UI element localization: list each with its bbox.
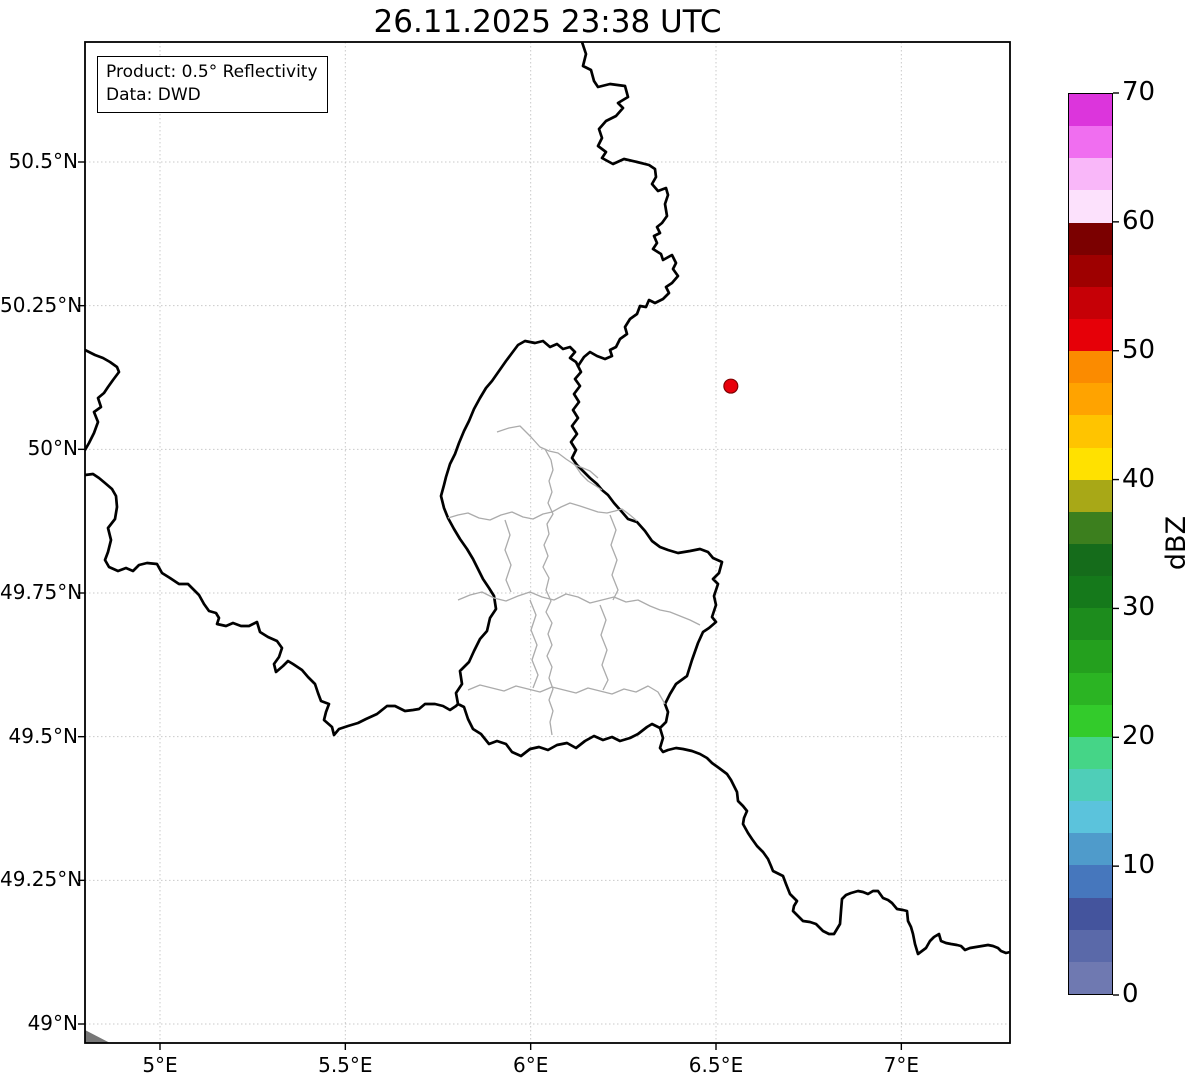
colorbar-segment bbox=[1069, 222, 1112, 255]
colorbar-segment bbox=[1069, 383, 1112, 416]
district-border-path bbox=[467, 684, 666, 705]
district-border-path bbox=[574, 464, 603, 491]
colorbar-segment bbox=[1069, 865, 1112, 898]
colorbar-segment bbox=[1069, 286, 1112, 320]
country-border-path bbox=[85, 472, 460, 737]
colorbar-segment bbox=[1069, 319, 1112, 352]
colorbar-segment bbox=[1069, 833, 1112, 866]
colorbar-segment bbox=[1069, 511, 1112, 545]
colorbar-segment bbox=[1069, 351, 1112, 384]
district-border-path bbox=[504, 519, 512, 593]
district-border-path bbox=[599, 604, 609, 691]
colorbar-segment bbox=[1069, 479, 1112, 512]
product-label: Product: 0.5° Reflectivity bbox=[106, 62, 318, 82]
colorbar-segment bbox=[1069, 158, 1112, 191]
colorbar-segment bbox=[1069, 576, 1112, 609]
colorbar-segment bbox=[1069, 126, 1112, 159]
data-source-label: Data: DWD bbox=[106, 85, 201, 105]
colorbar-segment bbox=[1069, 608, 1112, 641]
colorbar-segment bbox=[1069, 929, 1112, 962]
colorbar-segment bbox=[1069, 544, 1112, 577]
district-border-path bbox=[609, 514, 619, 601]
radar-event-marker bbox=[723, 378, 739, 394]
colorbar-segment bbox=[1069, 961, 1112, 994]
district-border-path bbox=[457, 591, 701, 626]
colorbar-segment bbox=[1069, 704, 1112, 737]
colorbar-segment bbox=[1069, 447, 1112, 480]
colorbar-segment bbox=[1069, 640, 1112, 673]
district-border-path bbox=[496, 425, 599, 479]
colorbar-segment bbox=[1069, 415, 1112, 448]
colorbar-segment bbox=[1069, 736, 1112, 770]
colorbar-segment bbox=[1069, 769, 1112, 802]
colorbar-segment bbox=[1069, 801, 1112, 834]
colorbar-segment bbox=[1069, 190, 1112, 223]
corner-terrain-patch bbox=[85, 1030, 111, 1043]
country-border-path bbox=[576, 42, 680, 368]
colorbar-segment bbox=[1069, 672, 1112, 705]
colorbar-segment bbox=[1069, 254, 1112, 287]
district-border-path bbox=[529, 599, 539, 689]
colorbar bbox=[1068, 93, 1113, 995]
page-title: 26.11.2025 23:38 UTC bbox=[373, 4, 722, 40]
colorbar-segment bbox=[1069, 94, 1112, 127]
colorbar-unit-label: dBZ bbox=[1160, 515, 1192, 571]
country-border-path bbox=[658, 726, 1010, 956]
colorbar-segment bbox=[1069, 897, 1112, 930]
country-border-path bbox=[439, 339, 724, 758]
plot-frame bbox=[84, 41, 1011, 1044]
country-border-path bbox=[85, 348, 121, 452]
district-border-path bbox=[542, 448, 554, 736]
product-info-box: Product: 0.5° Reflectivity Data: DWD bbox=[97, 56, 328, 113]
district-border-path bbox=[447, 502, 638, 522]
